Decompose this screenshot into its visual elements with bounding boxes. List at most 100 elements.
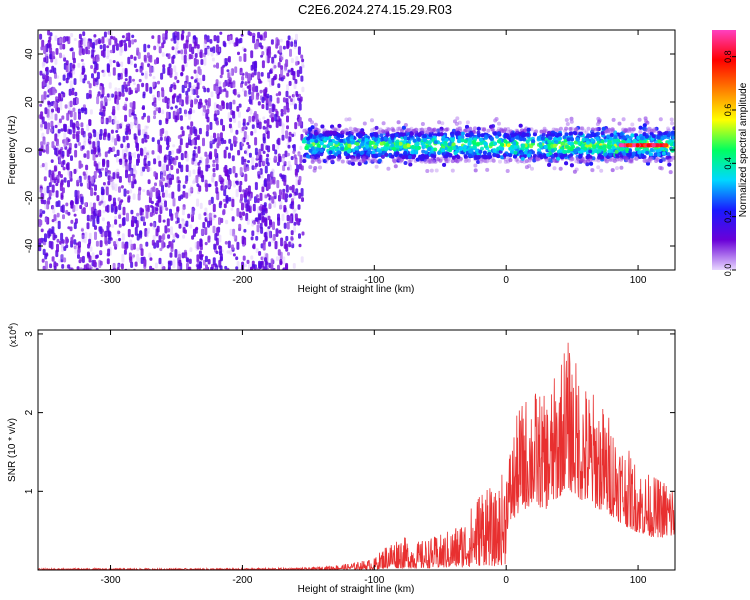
noise-cell: [223, 139, 227, 144]
noise-cell: [144, 125, 148, 135]
noise-cell: [282, 97, 286, 103]
noise-cell: [225, 179, 229, 184]
noise-cell: [160, 181, 164, 186]
signal-cell: [446, 156, 451, 161]
signal-cell: [578, 159, 583, 164]
noise-cell: [188, 99, 192, 104]
noise-cell: [108, 115, 112, 123]
noise-cell: [234, 136, 238, 141]
noise-cell: [268, 203, 272, 210]
signal-cell: [605, 129, 610, 134]
noise-cell: [232, 228, 236, 237]
noise-cell: [292, 150, 296, 154]
signal-cell: [466, 158, 471, 163]
signal-cell: [617, 157, 622, 162]
signal-cell: [411, 155, 416, 160]
noise-cell: [190, 99, 194, 108]
signal-cell: [586, 126, 591, 131]
noise-cell: [137, 158, 140, 164]
noise-cell: [226, 250, 230, 254]
signal-cell: [371, 150, 376, 155]
signal-cell: [657, 135, 662, 140]
noise-cell: [53, 214, 57, 222]
noise-cell: [266, 228, 270, 236]
noise-cell: [239, 167, 243, 176]
signal-cell: [436, 157, 441, 162]
signal-cell: [310, 159, 315, 164]
signal-cell: [505, 169, 510, 173]
noise-cell: [71, 87, 75, 91]
signal-cell: [457, 120, 462, 125]
noise-cell: [263, 159, 267, 166]
noise-cell: [80, 122, 84, 128]
signal-cell: [362, 121, 367, 126]
signal-cell: [407, 159, 412, 164]
noise-cell: [176, 217, 180, 224]
noise-cell: [218, 80, 222, 85]
signal-cell: [370, 159, 375, 164]
noise-cell: [161, 202, 165, 211]
noise-cell: [234, 172, 238, 178]
signal-cell: [399, 128, 404, 133]
noise-cell: [291, 184, 295, 193]
noise-cell: [55, 138, 59, 147]
noise-cell: [278, 155, 282, 163]
noise-cell: [77, 249, 81, 255]
noise-cell: [90, 187, 94, 197]
noise-cell: [82, 104, 86, 109]
noise-cell: [104, 168, 108, 172]
noise-cell: [88, 232, 92, 241]
signal-cell: [516, 159, 520, 164]
noise-cell: [185, 39, 189, 49]
signal-cell: [610, 127, 615, 132]
noise-cell: [110, 204, 114, 213]
signal-cell: [373, 144, 378, 149]
signal-cell: [362, 121, 367, 126]
signal-cell: [539, 129, 544, 134]
noise-cell: [192, 153, 196, 162]
noise-cell: [67, 138, 71, 143]
noise-cell: [45, 67, 48, 72]
noise-cell: [116, 149, 120, 157]
noise-cell: [87, 41, 91, 50]
signal-cell: [425, 169, 430, 173]
noise-cell: [68, 147, 72, 154]
noise-cell: [117, 135, 121, 142]
noise-cell: [81, 107, 85, 114]
signal-cell: [531, 139, 536, 144]
noise-cell: [254, 196, 257, 204]
noise-cell: [54, 147, 58, 155]
noise-cell: [157, 34, 161, 44]
noise-cell: [129, 60, 133, 66]
noise-cell: [144, 72, 148, 79]
noise-cell: [266, 118, 270, 128]
noise-cell: [228, 71, 232, 80]
noise-cell: [233, 88, 237, 96]
noise-cell: [174, 232, 178, 237]
signal-cell: [432, 158, 437, 163]
signal-cell: [420, 127, 424, 132]
signal-cell: [666, 152, 671, 157]
noise-cell: [283, 222, 287, 229]
noise-cell: [127, 173, 131, 183]
signal-cell: [634, 156, 639, 161]
noise-cell: [133, 39, 137, 43]
noise-cell: [118, 176, 122, 183]
noise-cell: [288, 95, 292, 99]
signal-cell: [455, 159, 460, 164]
signal-cell: [648, 127, 653, 132]
noise-cell: [280, 56, 284, 61]
signal-cell: [444, 158, 449, 163]
noise-cell: [93, 67, 97, 74]
noise-cell: [132, 254, 136, 258]
noise-cell: [139, 147, 143, 156]
signal-cell: [317, 159, 322, 164]
signal-cell: [618, 135, 623, 140]
noise-cell: [55, 48, 59, 55]
noise-cell: [158, 235, 162, 243]
noise-cell: [210, 91, 214, 98]
noise-cell: [262, 116, 266, 120]
noise-cell: [46, 126, 50, 135]
noise-cell: [71, 90, 75, 96]
